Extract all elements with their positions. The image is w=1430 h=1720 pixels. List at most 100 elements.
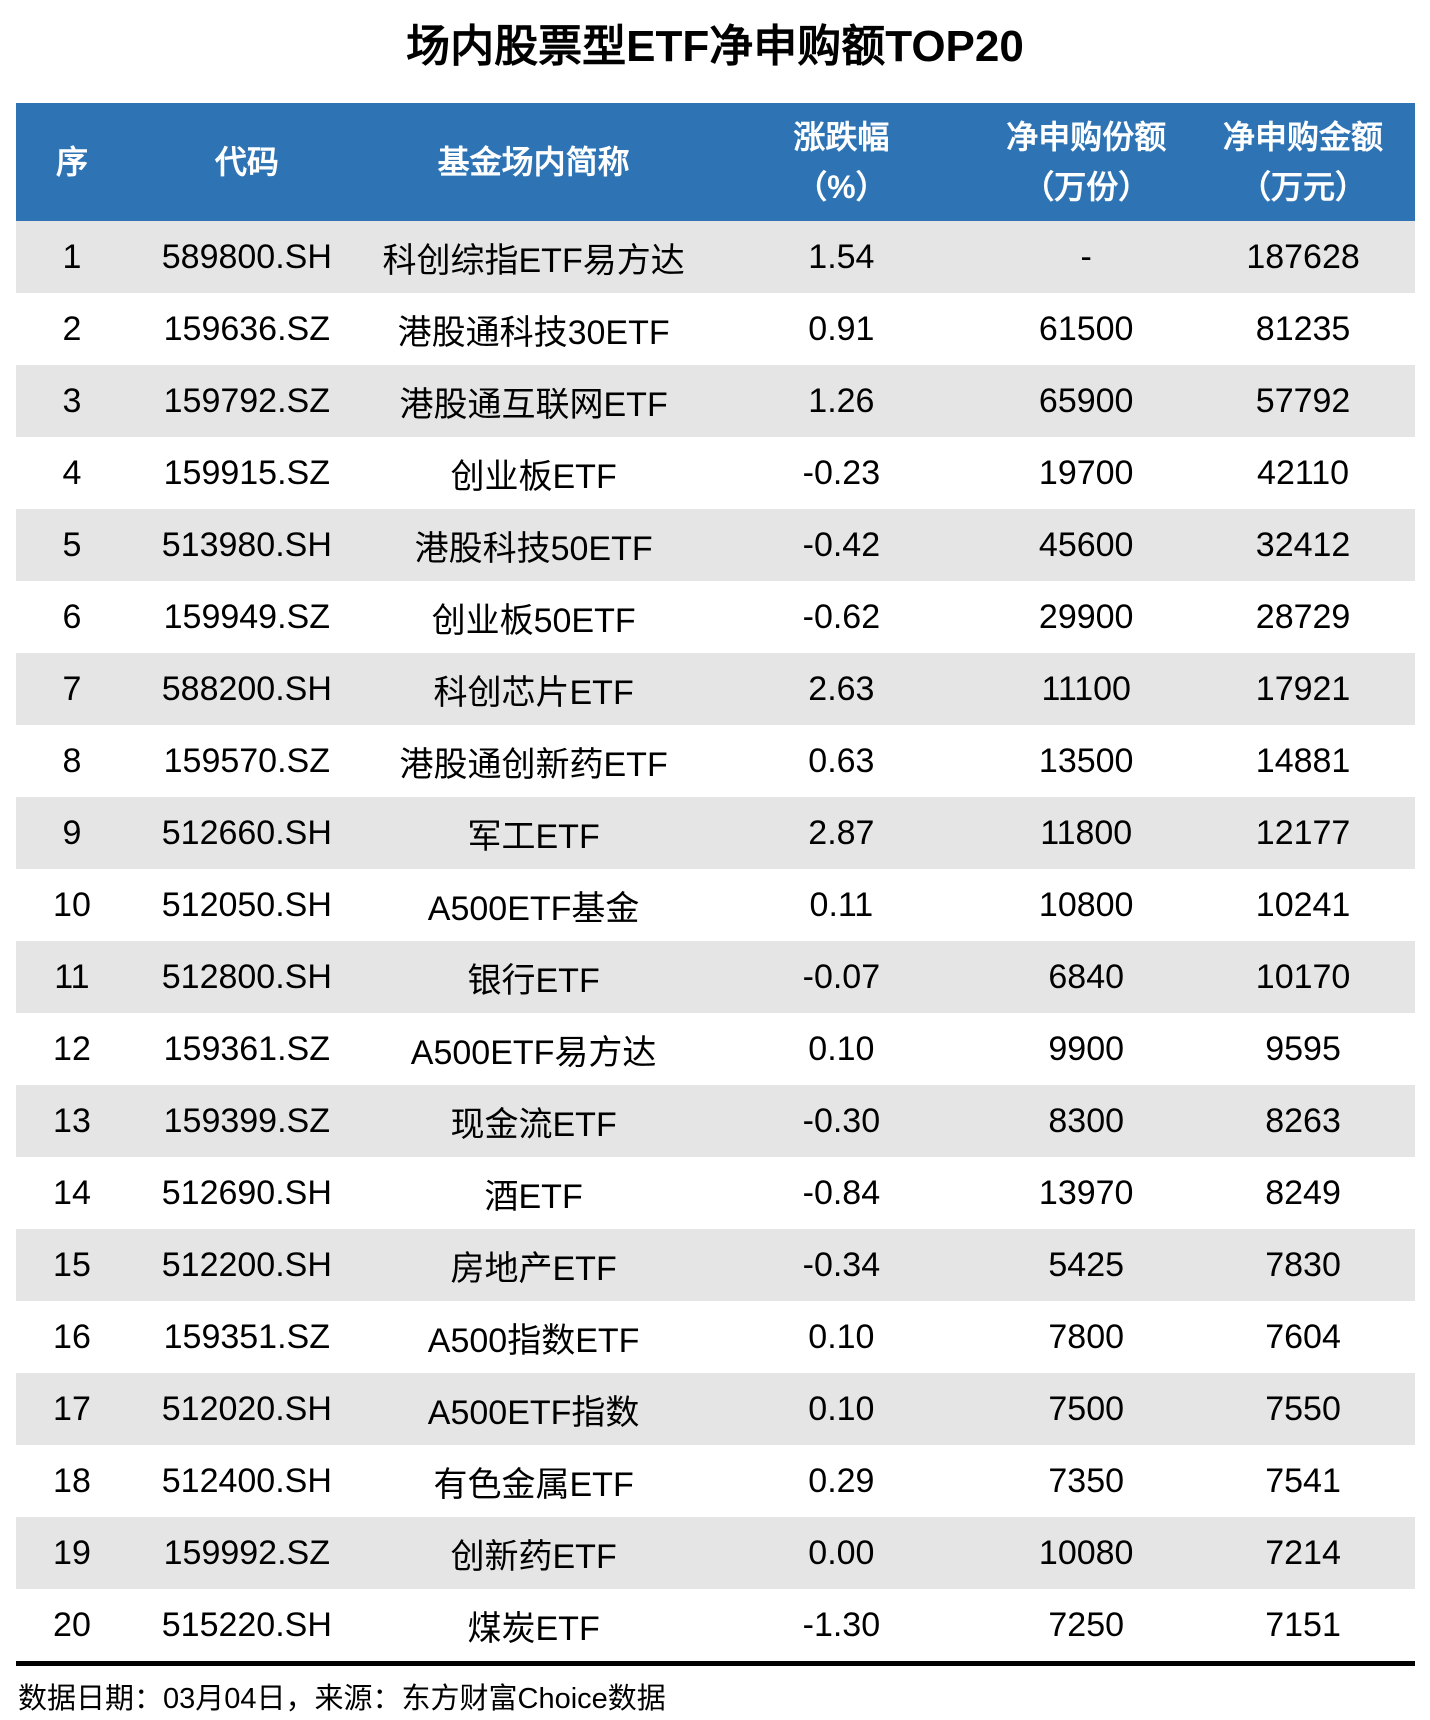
cell-fund-name: 创业板ETF <box>450 457 617 496</box>
cell-change-pct: -0.84 <box>802 1173 881 1212</box>
cell-code: 512050.SH <box>161 885 332 924</box>
cell-code: 159949.SZ <box>163 597 330 636</box>
cell-change-pct: 2.63 <box>701 653 982 725</box>
column-header-change-pct: 涨跌幅 （%） <box>701 103 982 221</box>
table-row: 13 159399.SZ 现金流ETF -0.30 8300 8263 <box>16 1085 1415 1157</box>
cell-rank: 20 <box>53 1605 91 1644</box>
table-row: 6 159949.SZ 创业板50ETF -0.62 29900 28729 <box>16 581 1415 653</box>
cell-fund-name: 创新药ETF <box>365 1517 702 1589</box>
table-header: 序 代码 基金场内简称 涨跌幅 （%） 净申购份额 （万份） <box>16 103 1415 221</box>
cell-fund-name: 房地产ETF <box>365 1229 702 1301</box>
cell-net-amount: 42110 <box>1257 453 1350 492</box>
table-row: 11 512800.SH 银行ETF -0.07 6840 10170 <box>16 941 1415 1013</box>
cell-net-shares: - <box>981 221 1192 293</box>
cell-code: 512660.SH <box>127 797 366 869</box>
cell-change-pct: 0.00 <box>701 1517 982 1589</box>
header-row: 序 代码 基金场内简称 涨跌幅 （%） 净申购份额 （万份） <box>16 103 1415 221</box>
cell-change-pct: -0.30 <box>701 1085 982 1157</box>
table-row: 1 589800.SH 科创综指ETF易方达 1.54-187628 <box>16 221 1415 293</box>
cell-fund-name: 港股通创新药ETF <box>399 745 668 784</box>
table-row: 7 588200.SH 科创芯片ETF 2.63 11100 17921 <box>16 653 1415 725</box>
cell-rank: 3 <box>16 365 128 437</box>
header-label: 涨跌幅 <box>793 119 890 155</box>
cell-net-amount: 57792 <box>1191 365 1415 437</box>
cell-change-pct: -0.23 <box>802 453 881 492</box>
cell-rank: 10 <box>53 885 91 924</box>
cell-fund-name: 酒ETF <box>484 1177 583 1216</box>
cell-rank: 14 <box>53 1173 91 1212</box>
header-label: 净申购份额 <box>1006 119 1167 155</box>
cell-rank: 15 <box>16 1229 128 1301</box>
table-row: 20 515220.SH 煤炭ETF -1.30 7250 7151 <box>16 1589 1415 1661</box>
cell-rank: 11 <box>16 941 128 1013</box>
cell-rank: 19 <box>16 1517 128 1589</box>
cell-change-pct: 0.11 <box>809 885 874 924</box>
cell-fund-name: 港股科技50ETF <box>365 509 702 581</box>
cell-net-shares: 65900 <box>981 365 1192 437</box>
cell-fund-name: 现金流ETF <box>365 1085 702 1157</box>
cell-net-shares: 45600 <box>981 509 1192 581</box>
cell-fund-name: 科创综指ETF易方达 <box>365 221 702 293</box>
cell-net-amount: 9595 <box>1265 1029 1341 1068</box>
table-row: 17 512020.SH A500ETF指数 0.10 7500 7550 <box>16 1373 1415 1445</box>
cell-net-amount: 7550 <box>1191 1373 1415 1445</box>
cell-net-shares: 5425 <box>981 1229 1192 1301</box>
cell-rank: 4 <box>62 453 82 492</box>
cell-net-shares: 8300 <box>981 1085 1192 1157</box>
cell-net-shares: 11800 <box>981 797 1192 869</box>
cell-code: 515220.SH <box>161 1605 332 1644</box>
cell-net-shares: 7250 <box>1048 1605 1125 1644</box>
cell-net-amount: 10170 <box>1191 941 1415 1013</box>
cell-code: 513980.SH <box>127 509 366 581</box>
cell-rank: 8 <box>62 741 82 780</box>
table-row: 3 159792.SZ 港股通互联网ETF 1.26 65900 57792 <box>16 365 1415 437</box>
page-title: 场内股票型ETF净申购额TOP20 <box>406 22 1024 71</box>
cell-fund-name: A500指数ETF <box>427 1321 640 1360</box>
cell-code: 159992.SZ <box>127 1517 366 1589</box>
cell-code: 512690.SH <box>161 1173 332 1212</box>
cell-change-pct: 2.87 <box>701 797 982 869</box>
cell-change-pct: -1.30 <box>802 1605 881 1644</box>
table-row: 16 159351.SZ A500指数ETF 0.10 7800 7604 <box>16 1301 1415 1373</box>
cell-code: 588200.SH <box>127 653 366 725</box>
cell-change-pct: -0.34 <box>701 1229 982 1301</box>
cell-net-amount: 10241 <box>1255 885 1351 924</box>
cell-net-amount: 187628 <box>1191 221 1415 293</box>
cell-rank: 5 <box>16 509 128 581</box>
table-row: 14 512690.SH 酒ETF -0.84 13970 8249 <box>16 1157 1415 1229</box>
cell-fund-name: 科创芯片ETF <box>365 653 702 725</box>
column-header-rank: 序 <box>16 103 128 221</box>
cell-net-shares: 10800 <box>1038 885 1134 924</box>
cell-code: 512020.SH <box>127 1373 366 1445</box>
cell-net-amount: 12177 <box>1191 797 1415 869</box>
cell-net-shares: 19700 <box>1038 453 1134 492</box>
cell-net-amount: 7214 <box>1191 1517 1415 1589</box>
data-source-note: 数据日期：03月04日，来源：东方财富Choice数据 <box>18 1683 666 1715</box>
cell-change-pct: -0.42 <box>701 509 982 581</box>
cell-code: 512200.SH <box>127 1229 366 1301</box>
footer-divider <box>16 1661 1415 1666</box>
cell-change-pct: 0.10 <box>701 1373 982 1445</box>
cell-net-shares: 13970 <box>1038 1173 1134 1212</box>
cell-code: 159792.SZ <box>127 365 366 437</box>
table-row: 10 512050.SH A500ETF基金 0.11 10800 10241 <box>16 869 1415 941</box>
cell-fund-name: 港股通科技30ETF <box>397 313 670 352</box>
cell-code: 159915.SZ <box>163 453 330 492</box>
cell-net-shares: 11100 <box>981 653 1192 725</box>
cell-net-amount: 7604 <box>1265 1317 1341 1356</box>
cell-rank: 18 <box>53 1461 91 1500</box>
cell-change-pct: -0.07 <box>701 941 982 1013</box>
column-header-net-amount: 净申购金额 （万元） <box>1191 103 1415 221</box>
cell-fund-name: A500ETF易方达 <box>410 1033 657 1072</box>
cell-change-pct: -0.62 <box>802 597 881 636</box>
table-row: 2 159636.SZ 港股通科技30ETF 0.91 61500 81235 <box>16 293 1415 365</box>
cell-net-shares: 7800 <box>1048 1317 1125 1356</box>
cell-change-pct: 0.29 <box>808 1461 875 1500</box>
table-row: 4 159915.SZ 创业板ETF -0.23 19700 42110 <box>16 437 1415 509</box>
cell-net-amount: 17921 <box>1191 653 1415 725</box>
cell-net-amount: 8263 <box>1191 1085 1415 1157</box>
cell-rank: 9 <box>16 797 128 869</box>
header-label: 代码 <box>214 144 279 180</box>
cell-code: 159351.SZ <box>163 1317 330 1356</box>
cell-rank: 17 <box>16 1373 128 1445</box>
